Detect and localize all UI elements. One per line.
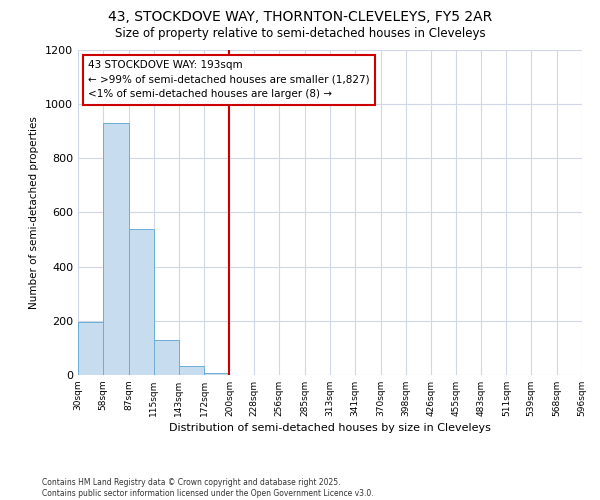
Bar: [78, 322, 103, 375]
X-axis label: Distribution of semi-detached houses by size in Cleveleys: Distribution of semi-detached houses by …: [169, 423, 491, 433]
Bar: [179, 366, 205, 375]
Bar: [205, 373, 229, 375]
Bar: [103, 123, 129, 375]
Text: Size of property relative to semi-detached houses in Cleveleys: Size of property relative to semi-detach…: [115, 28, 485, 40]
Text: 43, STOCKDOVE WAY, THORNTON-CLEVELEYS, FY5 2AR: 43, STOCKDOVE WAY, THORNTON-CLEVELEYS, F…: [108, 10, 492, 24]
Bar: [129, 229, 154, 375]
Bar: [154, 340, 179, 375]
Text: Contains HM Land Registry data © Crown copyright and database right 2025.
Contai: Contains HM Land Registry data © Crown c…: [42, 478, 374, 498]
Text: 43 STOCKDOVE WAY: 193sqm
← >99% of semi-detached houses are smaller (1,827)
<1% : 43 STOCKDOVE WAY: 193sqm ← >99% of semi-…: [88, 60, 370, 100]
Y-axis label: Number of semi-detached properties: Number of semi-detached properties: [29, 116, 40, 309]
